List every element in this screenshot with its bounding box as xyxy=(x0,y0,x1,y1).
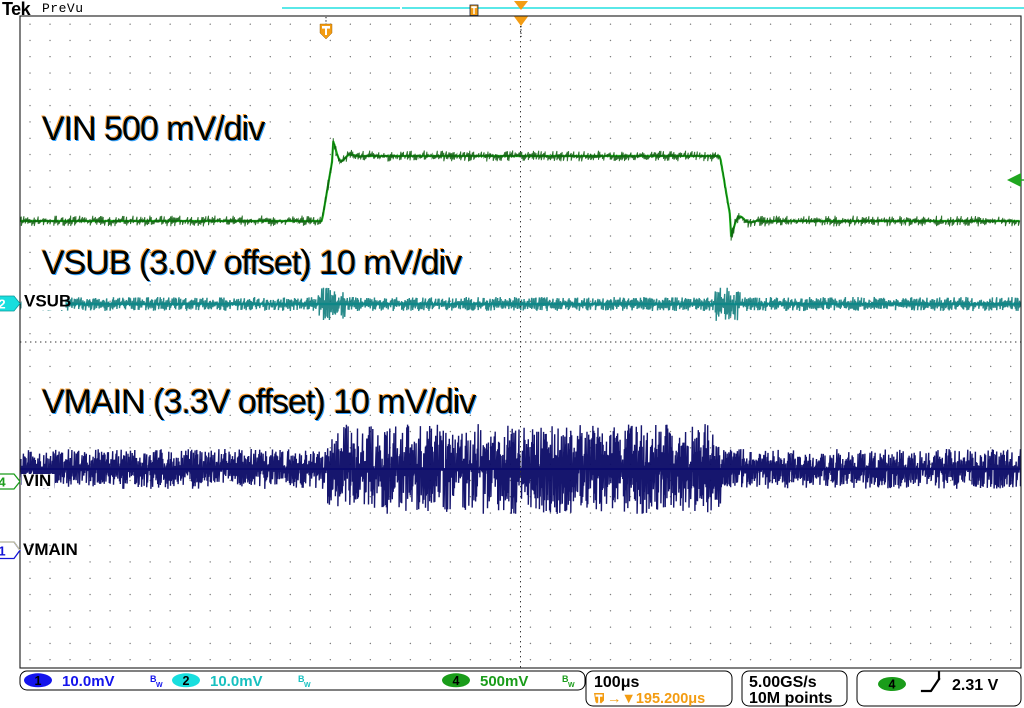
svg-text:10.0mV: 10.0mV xyxy=(62,673,115,690)
svg-text:W: W xyxy=(304,682,311,689)
svg-text:→▼195.200μs: →▼195.200μs xyxy=(607,691,705,707)
svg-text:4: 4 xyxy=(889,678,896,692)
svg-text:2.31 V: 2.31 V xyxy=(952,677,999,694)
svg-text:500mV: 500mV xyxy=(480,673,528,690)
svg-text:1: 1 xyxy=(35,674,42,688)
svg-text:100μs: 100μs xyxy=(594,674,639,691)
svg-text:10.0mV: 10.0mV xyxy=(210,673,263,690)
svg-text:W: W xyxy=(568,682,575,689)
svg-text:2: 2 xyxy=(183,674,190,688)
svg-text:W: W xyxy=(156,682,163,689)
svg-text:4: 4 xyxy=(453,674,460,688)
svg-text:10M points: 10M points xyxy=(749,690,833,707)
svg-text:5.00GS/s: 5.00GS/s xyxy=(749,674,817,691)
